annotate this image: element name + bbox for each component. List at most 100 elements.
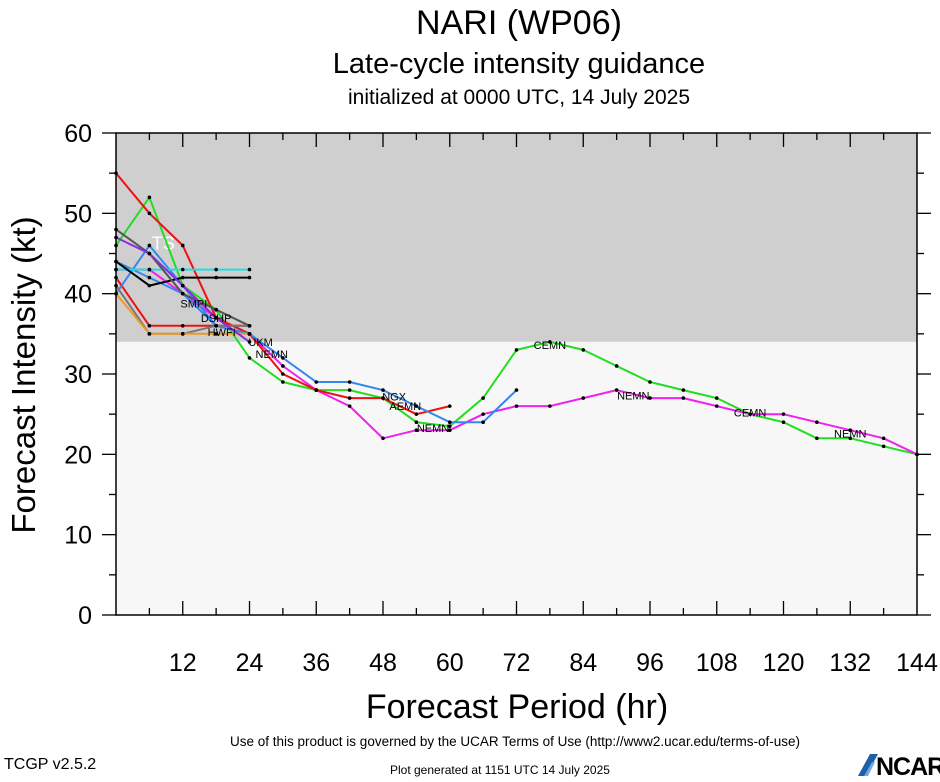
x-tick-label-12: 12 — [169, 649, 197, 677]
series-0-point-18 — [714, 396, 719, 400]
series-1-point-17 — [681, 396, 686, 400]
x-tick-label-24: 24 — [236, 649, 264, 677]
series-10-point-1 — [147, 332, 152, 336]
x-tick-label-84: 84 — [569, 649, 597, 677]
series-1-point-5 — [281, 364, 285, 368]
series-1-point-10 — [447, 428, 452, 433]
y-axis-label: Forecast Intensity (kt) — [5, 216, 42, 533]
series-0-point-22 — [848, 436, 853, 441]
chart-subtitle-init: initialized at 0000 UTC, 14 July 2025 — [348, 86, 690, 109]
ncar-logo-text: NCAR — [876, 753, 940, 781]
band-1 — [116, 341, 917, 615]
ncar-logo-icon — [858, 754, 878, 776]
band-0 — [116, 133, 917, 342]
series-4-point-6 — [314, 380, 319, 384]
series-6-point-3 — [214, 267, 218, 272]
series-10-point-3 — [214, 332, 218, 336]
series-7-point-3 — [214, 275, 218, 280]
x-axis-label: Forecast Period (hr) — [366, 688, 668, 726]
series-3-point-1 — [147, 324, 152, 328]
series-points — [114, 171, 919, 457]
series-labels: CEMN CEMN NEMN NEMN NEMN NGX HWFI DSHP AEMN SMPI U… — [180, 298, 866, 440]
series-0-label-1: CEMN — [734, 408, 766, 420]
series-2-point-5 — [281, 372, 285, 376]
series-11-point-3 — [214, 315, 218, 320]
series-1-point-15 — [614, 388, 619, 392]
series-2-point-9 — [414, 412, 419, 416]
series-0-point-16 — [648, 380, 652, 384]
series-1-point-18 — [714, 404, 719, 408]
series-7-label-0: HWFI — [208, 327, 236, 339]
terms-of-use-text: Use of this product is governed by the U… — [230, 734, 800, 749]
series-0-point-11 — [481, 396, 485, 400]
series-0-point-23 — [881, 444, 886, 449]
series-0-point-9 — [414, 420, 419, 425]
x-tick-label-60: 60 — [436, 649, 464, 677]
series-0-point-15 — [614, 364, 619, 368]
ncar-logo: NCAR — [856, 750, 940, 781]
y-tick-label-10: 10 — [64, 522, 92, 550]
series-0-point-17 — [681, 388, 686, 392]
axes: 12 24 36 48 60 72 84 96 108 120 132 144 0 10 20 30 40 50 6… — [64, 120, 938, 677]
series-4-point-10 — [447, 420, 452, 425]
x-tick-label-120: 120 — [763, 649, 805, 677]
series-0-point-7 — [347, 388, 352, 392]
series-1-label-0: NEMN — [617, 391, 649, 403]
series-1-label-1: NEMN — [834, 428, 866, 440]
intensity-bands: TS — [116, 133, 917, 615]
chart-title: NARI (WP06) — [416, 4, 622, 42]
series-4-point-11 — [481, 420, 485, 425]
series-2-point-1 — [147, 211, 152, 216]
series-4-label-0: NGX — [382, 391, 407, 403]
series-8-point-2 — [180, 291, 185, 296]
generated-timestamp: Plot generated at 1151 UTC 14 July 2025 — [390, 763, 610, 777]
series-7-point-2 — [180, 275, 185, 280]
y-tick-label-60: 60 — [64, 120, 92, 148]
series-1-label-2: NEMN — [417, 423, 449, 435]
series-1-point-19 — [748, 412, 752, 416]
series-6-point-2 — [180, 267, 185, 272]
series-0-point-4 — [247, 356, 252, 360]
y-tick-label-20: 20 — [64, 441, 92, 469]
series-0-point-13 — [548, 340, 552, 344]
series-0-point-10 — [447, 424, 452, 429]
series-1-point-14 — [581, 396, 586, 400]
x-tick-label-96: 96 — [636, 649, 664, 677]
series-0-point-21 — [815, 436, 819, 441]
x-tick-label-36: 36 — [302, 649, 330, 677]
version-label: TCGP v2.5.2 — [4, 756, 97, 773]
series-0-point-5 — [281, 380, 285, 384]
series-2-point-10 — [447, 404, 452, 408]
series-2-point-7 — [347, 396, 352, 400]
series-2-point-8 — [381, 396, 385, 400]
series-1-point-21 — [815, 420, 819, 425]
series-4-point-8 — [381, 388, 385, 392]
y-tick-label-30: 30 — [64, 361, 92, 389]
chart-subtitle: Late-cycle intensity guidance — [333, 48, 705, 80]
series-1-point-7 — [347, 404, 352, 408]
series-2-point-6 — [314, 388, 319, 392]
series-1-point-9 — [414, 428, 419, 433]
series-11-label-2: NEMN — [256, 349, 288, 361]
series-4-point-5 — [281, 356, 285, 360]
x-tick-label-48: 48 — [369, 649, 397, 677]
series-4-point-9 — [414, 404, 419, 408]
series-4-point-12 — [514, 388, 519, 392]
series-4-point-1 — [147, 243, 152, 248]
series-11-point-4 — [247, 340, 252, 344]
series-1-point-8 — [381, 436, 385, 441]
series-7-point-4 — [247, 275, 252, 280]
y-tick-label-40: 40 — [64, 281, 92, 309]
series-11-label-1: UKM — [248, 337, 272, 349]
series-4-point-7 — [347, 380, 352, 384]
series-8-label-0: DSHP — [201, 313, 232, 325]
series-0-point-12 — [514, 348, 519, 352]
x-tick-label-144: 144 — [896, 649, 938, 677]
series-10-point-2 — [180, 332, 185, 336]
series-7-point-1 — [147, 283, 152, 288]
series-9-point-3 — [214, 324, 218, 328]
series-1-point-16 — [648, 396, 652, 400]
series-11-point-2 — [180, 283, 185, 288]
series-8-label-1: AEMN — [389, 401, 421, 413]
